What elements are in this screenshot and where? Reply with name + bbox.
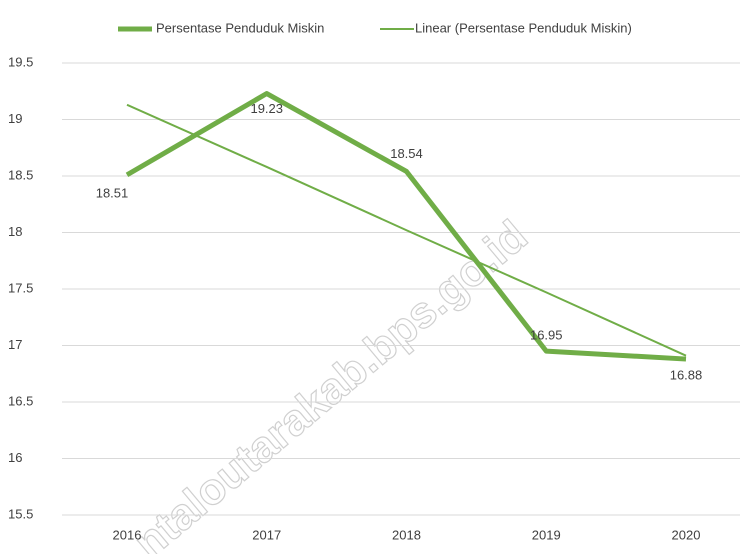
series-line: [125, 91, 687, 362]
y-tick-label: 15.5: [8, 506, 33, 521]
data-label: 18.51: [96, 185, 129, 200]
series-line: [126, 103, 687, 357]
y-tick-label: 18: [8, 224, 22, 239]
data-label: 16.95: [530, 328, 563, 343]
y-tick-label: 17: [8, 337, 22, 352]
y-tick-label: 18.5: [8, 167, 33, 182]
y-tick-label: 16: [8, 450, 22, 465]
y-tick-label: 19.5: [8, 54, 33, 69]
y-tick-label: 16.5: [8, 393, 33, 408]
data-label: 16.88: [670, 367, 703, 382]
x-tick-label: 2019: [532, 527, 561, 542]
x-tick-label: 2017: [252, 527, 281, 542]
x-tick-label: 2020: [672, 527, 701, 542]
data-label: 18.54: [390, 146, 423, 161]
y-tick-label: 19: [8, 111, 22, 126]
y-tick-label: 17.5: [8, 280, 33, 295]
legend-label: Linear (Persentase Penduduk Miskin): [415, 20, 632, 35]
x-tick-label: 2018: [392, 527, 421, 542]
data-label: 19.23: [250, 101, 283, 116]
x-tick-label: 2016: [113, 527, 142, 542]
legend-label: Persentase Penduduk Miskin: [156, 20, 324, 35]
